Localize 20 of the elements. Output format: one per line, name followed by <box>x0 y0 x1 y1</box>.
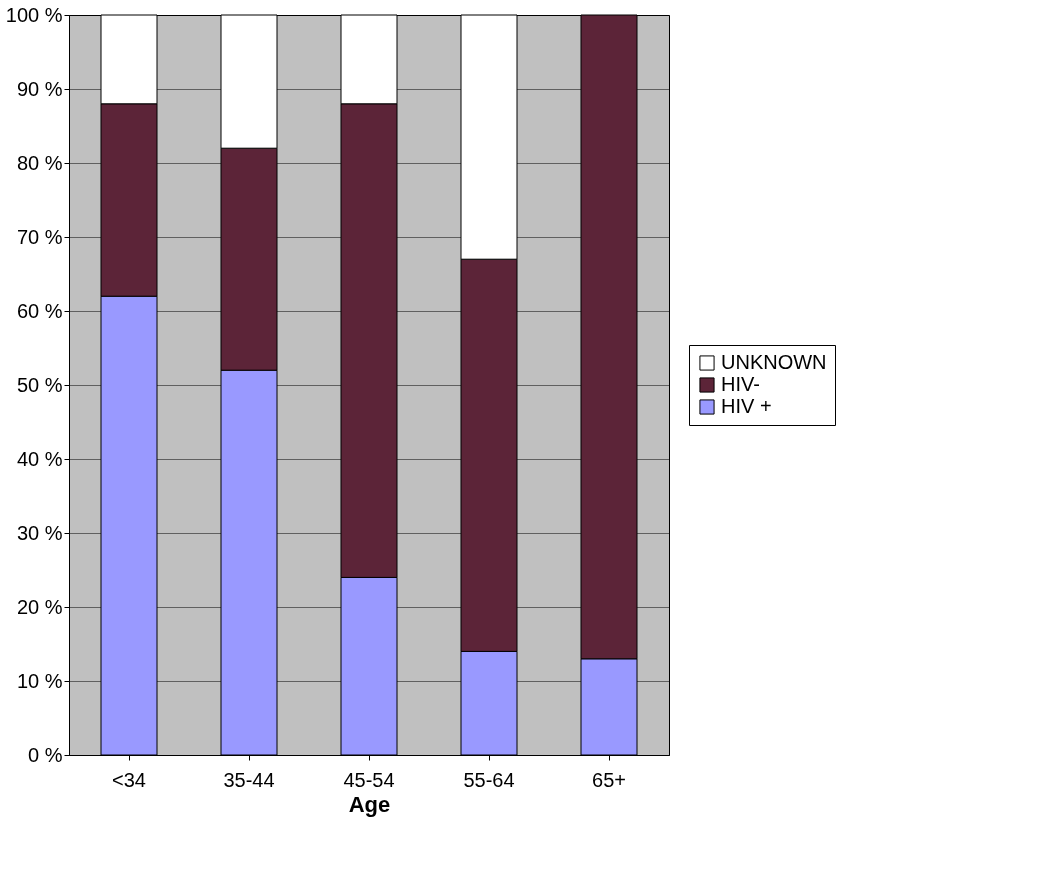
y-tick-label: 50 % <box>16 373 63 396</box>
y-tick-label: 10 % <box>16 669 63 692</box>
y-tick-label: 60 % <box>16 299 63 322</box>
legend-label: HIV- <box>721 373 760 395</box>
y-tick-label: 70 % <box>16 225 63 248</box>
x-tick-label: 65+ <box>592 768 626 791</box>
y-tick-label: 0 % <box>28 743 63 766</box>
y-tick-label: 90 % <box>16 77 63 100</box>
x-tick-label: 55-64 <box>463 768 515 791</box>
y-tick-label: 80 % <box>16 151 63 174</box>
x-axis-title: Age <box>348 791 391 817</box>
x-tick-label: 35-44 <box>223 768 275 791</box>
legend-label: HIV + <box>721 395 772 417</box>
y-tick-label: 100 % <box>5 3 63 26</box>
y-tick-label: 30 % <box>16 521 63 544</box>
legend-label: UNKNOWN <box>721 351 827 373</box>
x-tick-label: <34 <box>112 768 146 791</box>
y-tick-label: 20 % <box>16 595 63 618</box>
x-tick-label: 45-54 <box>343 768 395 791</box>
y-tick-label: 40 % <box>16 447 63 470</box>
